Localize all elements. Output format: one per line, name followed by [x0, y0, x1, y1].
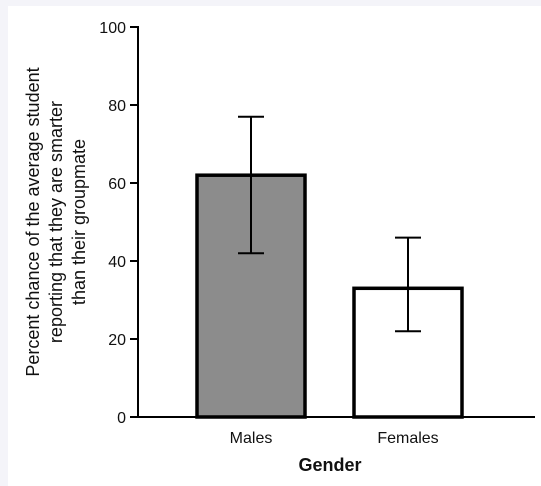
y-tick-label: 60 [108, 176, 126, 193]
bars [195, 173, 464, 419]
y-tick-label: 100 [99, 20, 126, 37]
y-axis-title-line: than their groupmate [69, 139, 89, 305]
x-tick-labels: Males Females [230, 430, 439, 447]
x-tick-label-males: Males [230, 430, 273, 447]
x-tick-label-females: Females [377, 430, 438, 447]
y-tick-label: 40 [108, 254, 126, 271]
y-axis-title-line: Percent chance of the average student [23, 67, 43, 376]
error-bars [238, 115, 421, 333]
y-ticks: 0 20 40 60 80 100 [99, 20, 138, 427]
y-axis-title: Percent chance of the average student rep… [23, 67, 89, 376]
y-tick-label: 20 [108, 332, 126, 349]
y-axis-title-line: reporting that they are smarter [46, 101, 66, 343]
x-axis-title: Gender [298, 455, 361, 475]
y-tick-label: 80 [108, 98, 126, 115]
y-tick-label: 0 [117, 410, 126, 427]
